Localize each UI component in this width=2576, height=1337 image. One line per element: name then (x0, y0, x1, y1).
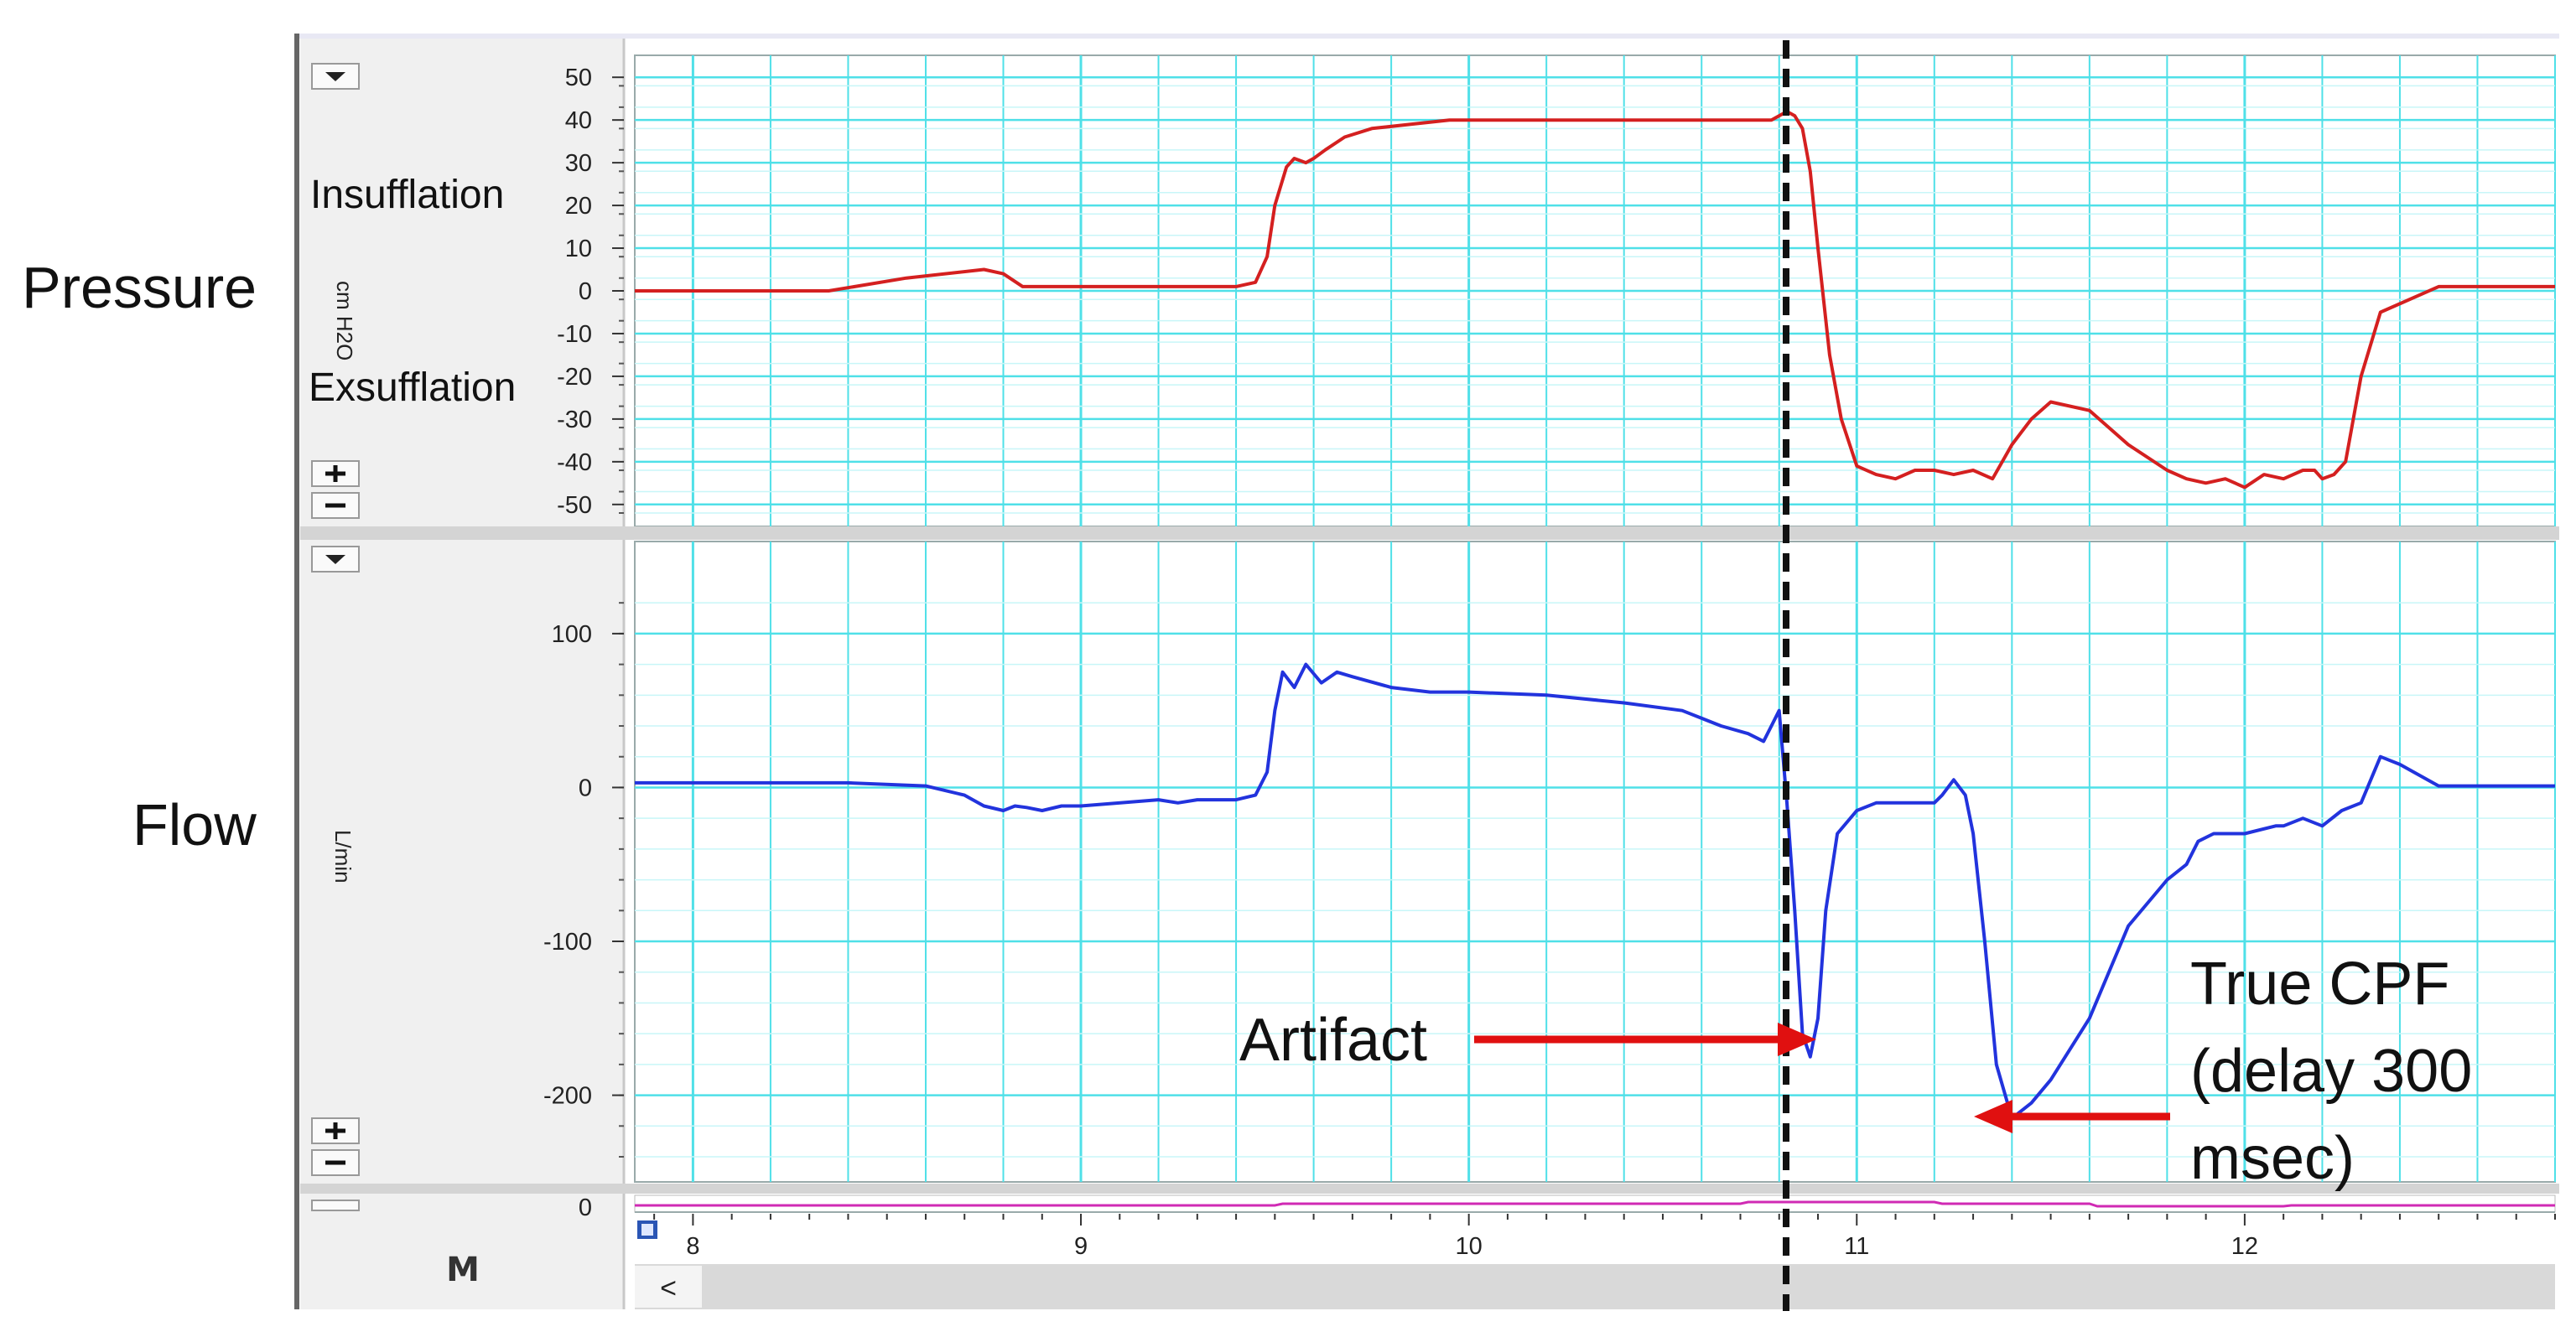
scroll-left-arrow-icon: < (660, 1272, 677, 1304)
true-cpf-label-line-2: (delay 300 (2190, 1038, 2472, 1105)
bottom-y-tick-label: 0 (579, 1194, 592, 1221)
trace-layer (635, 110, 2555, 1208)
x-tick-label: 10 (1456, 1233, 1483, 1260)
y-tick-label: -100 (543, 929, 592, 956)
exsufflation-label: Exsufflation (309, 365, 516, 410)
flow-dropdown-button[interactable] (311, 546, 360, 573)
y-tick-label: -10 (557, 321, 592, 348)
plus-icon (325, 1122, 345, 1139)
y-tick-label: 100 (552, 621, 592, 648)
y-tick-label: 30 (565, 150, 592, 177)
channel-marker-icon-inner (641, 1224, 653, 1236)
dropdown-triangle-icon (325, 555, 345, 564)
y-tick-label: -20 (557, 364, 592, 391)
ticks-layer: 50403020100-10-20-30-40-501000-100-20008… (543, 65, 2556, 1260)
y-tick-label: 0 (579, 278, 592, 305)
dropdown-triangle-icon (325, 72, 345, 81)
m-marker-icon[interactable]: M (446, 1251, 480, 1289)
pressure-unit-label: cm H2O (332, 281, 357, 360)
pressure-trace-line (635, 110, 2555, 490)
bottom-dropdown-button[interactable] (311, 1200, 360, 1211)
y-tick-label: 40 (565, 107, 592, 134)
y-tick-label: -50 (557, 492, 592, 519)
x-tick-label: 11 (1844, 1233, 1869, 1260)
channel-separator-2 (300, 1184, 2559, 1194)
x-tick-label: 12 (2231, 1233, 2258, 1260)
scroll-left-button[interactable] (635, 1266, 702, 1308)
true-cpf-label-line-1: True CPF (2190, 951, 2449, 1018)
y-tick-label: -40 (557, 449, 592, 476)
pressure-side-label: Pressure (22, 255, 257, 320)
horizontal-scrollbar[interactable] (635, 1264, 2555, 1309)
y-tick-label: -30 (557, 407, 592, 433)
pressure-dropdown-button[interactable] (311, 63, 360, 90)
y-tick-label: 0 (579, 775, 592, 801)
y-tick-label: 20 (565, 193, 592, 220)
channel-separator-1 (300, 526, 2559, 540)
pressure-zoom-in-button[interactable] (311, 460, 360, 487)
flow-zoom-in-button[interactable] (311, 1117, 360, 1144)
y-tick-label: 10 (565, 236, 592, 262)
y-tick-label: 50 (565, 65, 592, 91)
flow-zoom-out-button[interactable] (311, 1149, 360, 1176)
time-axis-area (635, 1214, 2555, 1262)
x-tick-label: 8 (686, 1233, 699, 1260)
bottom-trace-line (635, 1200, 2555, 1208)
top-window-strip (295, 34, 2559, 39)
flow-plot-area (634, 541, 2556, 1183)
artifact-label: Artifact (1239, 1007, 1427, 1074)
insufflation-label: Insufflation (310, 173, 504, 217)
pressure-control-panel (300, 39, 624, 528)
flow-control-panel (300, 540, 624, 1185)
flow-unit-label: L/min (330, 830, 356, 884)
true-cpf-label-line-3: msec) (2190, 1125, 2355, 1192)
flow-side-label: Flow (132, 792, 257, 858)
x-tick-label: 9 (1074, 1233, 1088, 1260)
true-cpf-arrowhead-icon (1974, 1100, 2012, 1133)
grid-layer (635, 55, 2556, 1182)
artifact-arrowhead-icon (1778, 1023, 1816, 1056)
bottom-control-panel (300, 1194, 624, 1309)
flow-trace-line (635, 662, 2555, 1121)
y-tick-label: -200 (543, 1083, 592, 1110)
plus-icon (325, 465, 345, 482)
pressure-zoom-out-button[interactable] (311, 492, 360, 519)
